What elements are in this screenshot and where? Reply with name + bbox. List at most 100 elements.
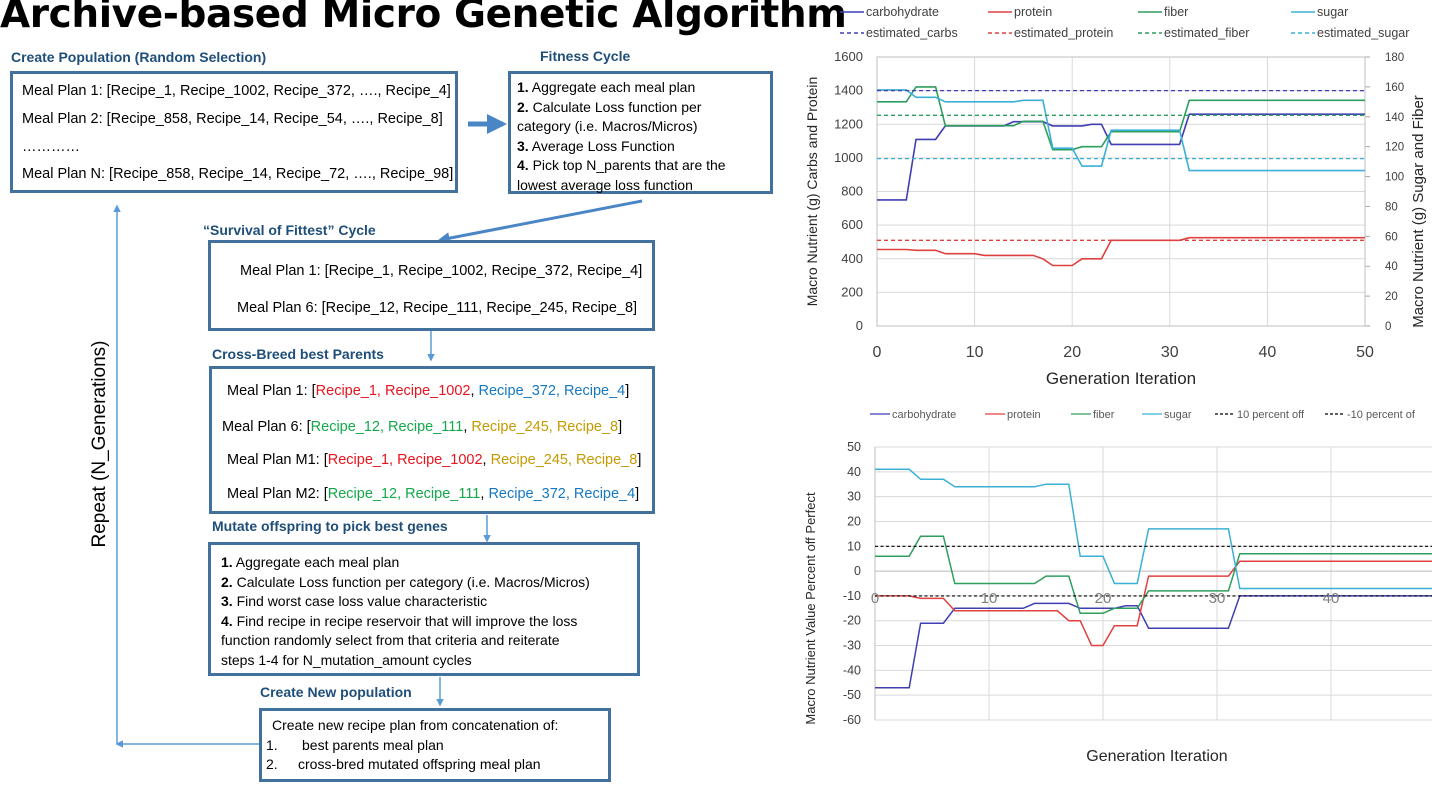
y2-tick-label: 0 <box>1385 321 1391 333</box>
y-tick-label: 600 <box>841 217 863 232</box>
x-tick-label: 30 <box>1161 344 1179 361</box>
page-title: Archive-based Micro Genetic Algorithm <box>0 0 847 37</box>
arrow-fitness-to-survival <box>437 199 643 245</box>
y-tick-label: 30 <box>847 490 861 504</box>
y2-tick-label: 160 <box>1385 82 1404 94</box>
population-line: ………… <box>22 139 80 155</box>
y-tick-label: 50 <box>847 440 861 454</box>
crossbreed-row: Meal Plan 1: [Recipe_1, Recipe_1002, Rec… <box>227 383 630 399</box>
create-population-box: Meal Plan 1: [Recipe_1, Recipe_1002, Rec… <box>10 71 458 193</box>
legend-label: estimated_carbs <box>866 26 958 40</box>
series-line-protein <box>877 236 1365 267</box>
legend-label: fiber <box>1164 5 1188 19</box>
y-tick-label: -40 <box>843 663 861 677</box>
x-axis-label: Generation Iteration <box>1086 748 1227 765</box>
crossbreed-row: Meal Plan M2: [Recipe_12, Recipe_111, Re… <box>227 486 640 502</box>
mutate-step: 1. Aggregate each meal plan <box>221 554 400 570</box>
mutate-step: function randomly select from that crite… <box>221 632 560 648</box>
y-tick-label: -10 <box>843 589 861 603</box>
y-tick-label: -20 <box>843 614 861 628</box>
mutate-step: 4. Find recipe in recipe reservoir that … <box>221 612 578 629</box>
mutate-heading: Mutate offspring to pick best genes <box>212 518 448 534</box>
crossbreed-heading: Cross-Breed best Parents <box>212 346 384 362</box>
macro-nutrient-grams-chart: carbohydrate protein fiber sugar estimated_c… <box>804 5 1427 388</box>
population-line: Meal Plan N: [Recipe_858, Recipe_14, Rec… <box>22 166 454 182</box>
y-tick-label: -60 <box>843 713 861 727</box>
new-population-intro: Create new recipe plan from concatenatio… <box>272 717 559 733</box>
y-tick-label: 0 <box>856 318 863 333</box>
crossbreed-box: Meal Plan 1: [Recipe_1, Recipe_1002, Rec… <box>209 366 655 514</box>
y2-axis-label: Macro Nutrient (g) Sugar and Fiber <box>1410 95 1427 328</box>
population-line: Meal Plan 2: [Recipe_858, Recipe_14, Rec… <box>22 111 443 127</box>
new-population-item: 1. best parents meal plan <box>266 736 444 753</box>
legend-label: protein <box>1007 409 1041 421</box>
fitness-step: 3. Average Loss Function <box>517 137 675 154</box>
y2-tick-label: 180 <box>1385 52 1404 64</box>
x-tick-label: 10 <box>981 590 998 607</box>
series-line-sugar <box>877 89 1365 172</box>
legend-label: sugar <box>1164 409 1192 421</box>
survival-line: Meal Plan 6: [Recipe_12, Recipe_111, Rec… <box>237 300 638 316</box>
y2-tick-label: 20 <box>1385 291 1398 303</box>
y-axis-label: Macro Nutrient Value Percent off Perfect <box>803 492 818 725</box>
y-tick-label: 800 <box>841 184 863 199</box>
x-tick-label: 10 <box>966 344 984 361</box>
x-tick-label: 30 <box>1209 590 1226 607</box>
crossbreed-row: Meal Plan M1: [Recipe_1, Recipe_1002, Re… <box>227 452 642 468</box>
y2-tick-label: 40 <box>1385 261 1398 273</box>
repeat-label: Repeat (N_Generations) <box>89 340 110 548</box>
legend-label: carbohydrate <box>866 5 939 19</box>
x-tick-label: 40 <box>1323 590 1340 607</box>
survival-box: Meal Plan 1: [Recipe_1, Recipe_1002, Rec… <box>208 240 655 331</box>
x-tick-label: 0 <box>871 590 879 607</box>
y-tick-label: 1200 <box>834 116 863 131</box>
legend-label: fiber <box>1093 409 1115 421</box>
legend-label: estimated_sugar <box>1317 26 1409 40</box>
survival-line: Meal Plan 1: [Recipe_1, Recipe_1002, Rec… <box>240 263 643 279</box>
flow-connectors <box>113 114 643 748</box>
new-population-item: 2. cross-bred mutated offspring meal plan <box>266 756 541 772</box>
series-line-sugar <box>875 468 1432 590</box>
y-tick-label: 1400 <box>834 83 863 98</box>
percent-off-perfect-chart: carbohydrate protein fiber sugar 10 percent … <box>803 409 1432 765</box>
fitness-step: lowest average loss function <box>517 176 693 193</box>
x-tick-label: 20 <box>1095 590 1112 607</box>
legend-label: carbohydrate <box>892 409 956 421</box>
y-tick-label: -50 <box>843 688 861 702</box>
plot-area <box>876 56 1366 327</box>
legend-label: estimated_fiber <box>1164 26 1249 40</box>
y-tick-label: 10 <box>847 539 861 553</box>
mutate-step: steps 1-4 for N_mutation_amount cycles <box>221 651 472 668</box>
legend-label: 10 percent off <box>1237 409 1305 421</box>
fitness-cycle-box: 1. Aggregate each meal plan 2. Calculate… <box>508 71 773 194</box>
fitness-step: 2. Calculate Loss function per <box>517 98 702 115</box>
series-line-fiber <box>875 535 1432 615</box>
new-population-box: Create new recipe plan from concatenatio… <box>259 708 611 782</box>
mutate-step: 2. Calculate Loss function per category … <box>221 573 590 590</box>
y2-tick-label: 80 <box>1385 201 1398 213</box>
crossbreed-row: Meal Plan 6: [Recipe_12, Recipe_111, Rec… <box>222 419 623 435</box>
fitness-step: 4. Pick top N_parents that are the <box>517 157 726 173</box>
legend-label: estimated_protein <box>1014 26 1113 40</box>
legend-label: sugar <box>1317 5 1348 19</box>
series-line-protein <box>875 560 1432 647</box>
y2-tick-label: 120 <box>1385 142 1404 154</box>
x-tick-label: 40 <box>1259 344 1277 361</box>
y-tick-label: 200 <box>841 284 863 299</box>
create-population-heading: Create Population (Random Selection) <box>11 49 267 65</box>
y2-tick-label: 60 <box>1385 231 1398 243</box>
fitness-step: 1. Aggregate each meal plan <box>517 79 696 95</box>
mutate-step: 3. Find worst case loss value characteri… <box>221 593 488 609</box>
legend-label: -10 percent of <box>1347 409 1416 421</box>
new-population-heading: Create New population <box>260 684 412 700</box>
y2-tick-label: 100 <box>1385 172 1404 184</box>
y-axis-label: Macro Nutrient (g) Carbs and Protein <box>804 77 820 307</box>
series-line-carbohydrate <box>877 113 1365 201</box>
y-tick-label: 0 <box>854 564 861 578</box>
x-tick-label: 20 <box>1063 344 1081 361</box>
y-tick-label: 20 <box>847 514 861 528</box>
y-tick-label: 40 <box>847 465 861 479</box>
x-tick-label: 0 <box>873 344 882 361</box>
y-tick-label: 400 <box>841 251 863 266</box>
y-tick-label: -30 <box>843 639 861 653</box>
